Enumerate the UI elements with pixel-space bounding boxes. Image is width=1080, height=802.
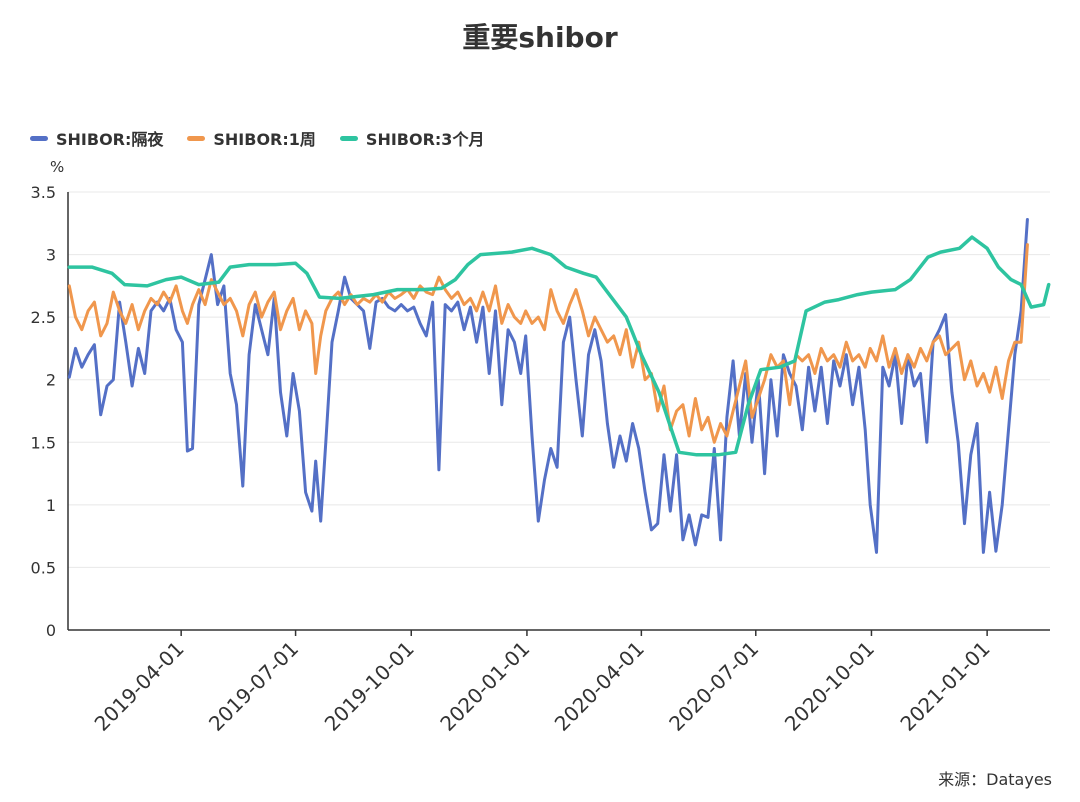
legend-label-overnight: SHIBOR:隔夜 <box>56 130 164 149</box>
legend-swatch-3month <box>339 135 358 141</box>
x-tick-label: 2021-01-01 <box>896 637 995 736</box>
chart-title: 重要shibor <box>462 21 618 54</box>
x-tick-label: 2019-10-01 <box>320 637 419 736</box>
x-tick-label: 2020-01-01 <box>435 637 534 736</box>
y-tick-label: 2 <box>46 371 56 390</box>
x-tick-label: 2019-04-01 <box>90 637 189 736</box>
y-tick-label: 1.5 <box>31 433 56 452</box>
legend: SHIBOR:隔夜 SHIBOR:1周 SHIBOR:3个月 <box>30 126 484 150</box>
series-line-1week <box>67 243 1029 444</box>
source-note: 来源：Datayes <box>938 770 1052 789</box>
y-tick-label: 0 <box>46 621 56 640</box>
legend-item-overnight[interactable]: SHIBOR:隔夜 <box>30 126 163 150</box>
series-line-3month <box>67 235 1051 457</box>
series-line-overnight <box>67 218 1029 554</box>
x-tick-label: 2019-07-01 <box>204 637 303 736</box>
legend-label-1week: SHIBOR:1周 <box>213 130 316 149</box>
x-tick-label: 2020-04-01 <box>550 637 649 736</box>
y-tick-label: 1 <box>46 496 56 515</box>
legend-item-1week[interactable]: SHIBOR:1周 <box>187 126 316 150</box>
legend-item-3month[interactable]: SHIBOR:3个月 <box>339 126 485 150</box>
y-tick-label: 0.5 <box>31 558 56 577</box>
legend-swatch-overnight <box>30 135 48 141</box>
y-tick-label: 3.5 <box>31 183 56 202</box>
y-axis-unit: % <box>50 158 65 176</box>
x-tick-label: 2020-07-01 <box>664 637 763 736</box>
x-tick-label: 2020-10-01 <box>780 637 879 736</box>
y-tick-label: 2.5 <box>31 308 56 327</box>
legend-swatch-1week <box>187 135 206 141</box>
legend-label-3month: SHIBOR:3个月 <box>365 130 485 149</box>
y-tick-label: 3 <box>46 246 56 265</box>
